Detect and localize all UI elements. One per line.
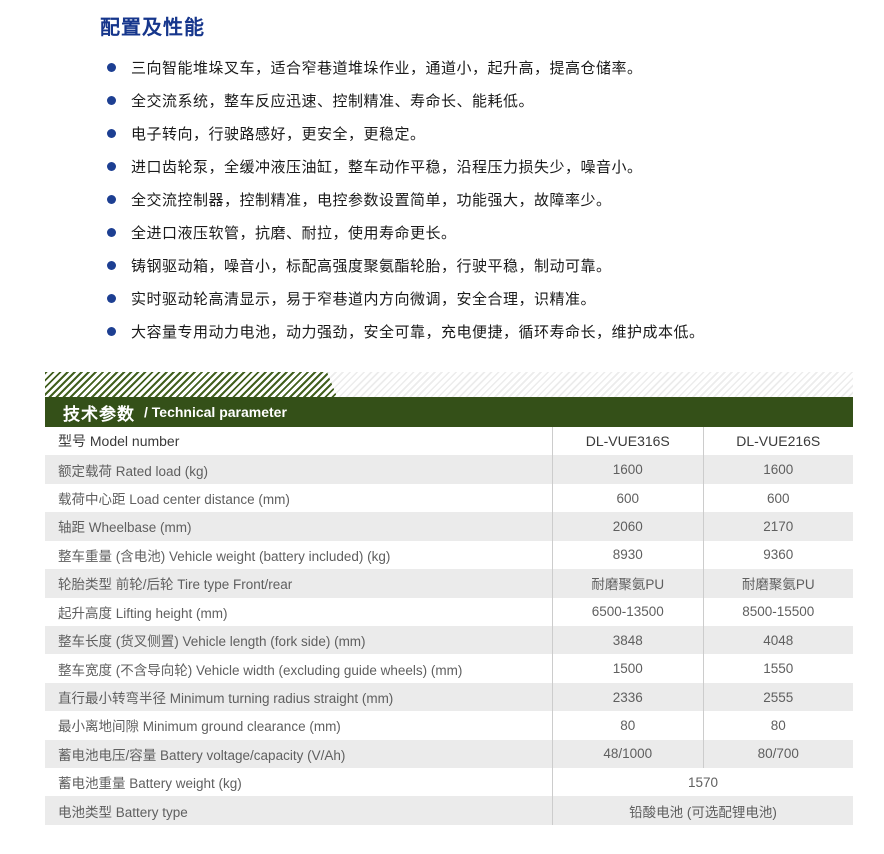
spec-value-cell: 8930	[552, 540, 703, 570]
table-row: 起升高度 Lifting height (mm) 6500-13500 8500…	[45, 597, 854, 626]
decorative-stripes-green	[45, 372, 337, 397]
spec-value-cell: 耐磨聚氨PU	[702, 569, 854, 598]
feature-item: 全进口液压软管，抗磨、耐拉，使用寿命更长。	[107, 216, 705, 249]
feature-item: 大容量专用动力电池，动力强劲，安全可靠，充电便捷，循环寿命长，维护成本低。	[107, 315, 705, 348]
feature-item: 铸钢驱动箱，噪音小，标配高强度聚氨酯轮胎，行驶平稳，制动可靠。	[107, 249, 705, 282]
section-title-en: / Technical parameter	[144, 404, 287, 420]
table-header-row: 型号 Model number DL-VUE316S DL-VUE216S	[45, 427, 854, 456]
spec-label-cell: 载荷中心距 Load center distance (mm)	[58, 492, 290, 508]
feature-item: 实时驱动轮高清显示，易于窄巷道内方向微调，安全合理，识精准。	[107, 282, 705, 315]
table-row: 轴距 Wheelbase (mm) 2060 2170	[45, 512, 854, 541]
bullet-icon	[107, 294, 116, 303]
feature-text: 三向智能堆垛叉车，适合窄巷道堆垛作业，通道小，起升高，提高仓储率。	[131, 60, 643, 77]
feature-item: 电子转向，行驶路感好，更安全，更稳定。	[107, 117, 705, 150]
page-title: 配置及性能	[100, 17, 205, 39]
spec-value-cell: 耐磨聚氨PU	[552, 569, 703, 598]
feature-text: 全进口液压软管，抗磨、耐拉，使用寿命更长。	[131, 225, 457, 242]
spec-label-cell: 蓄电池电压/容量 Battery voltage/capacity (V/Ah)	[58, 747, 346, 763]
feature-text: 实时驱动轮高清显示，易于窄巷道内方向微调，安全合理，识精准。	[131, 291, 597, 308]
feature-text: 电子转向，行驶路感好，更安全，更稳定。	[131, 126, 426, 143]
feature-item: 全交流控制器，控制精准，电控参数设置简单，功能强大，故障率少。	[107, 183, 705, 216]
feature-text: 大容量专用动力电池，动力强劲，安全可靠，充电便捷，循环寿命长，维护成本低。	[131, 324, 705, 341]
spec-value-cell: 6500-13500	[552, 597, 703, 626]
spec-merged-value-cell: 铅酸电池 (可选配锂电池)	[552, 796, 853, 825]
feature-item: 三向智能堆垛叉车，适合窄巷道堆垛作业，通道小，起升高，提高仓储率。	[107, 51, 705, 84]
spec-table: 型号 Model number DL-VUE316S DL-VUE216S 额定…	[45, 427, 853, 825]
spec-value-cell: 600	[702, 483, 854, 513]
model-name-cell: DL-VUE316S	[552, 427, 703, 456]
spec-label-cell: 蓄电池重量 Battery weight (kg)	[58, 776, 242, 792]
bullet-icon	[107, 63, 116, 72]
spec-label-cell: 整车长度 (货叉侧置) Vehicle length (fork side) (…	[58, 634, 366, 650]
model-name-cell: DL-VUE216S	[702, 427, 854, 456]
spec-value-cell: 1600	[702, 455, 854, 484]
feature-item: 全交流系统，整车反应迅速、控制精准、寿命长、能耗低。	[107, 84, 705, 117]
table-row-merged: 电池类型 Battery type 铅酸电池 (可选配锂电池)	[45, 796, 853, 825]
technical-parameters-section: 技术参数 / Technical parameter 型号 Model numb…	[45, 372, 853, 825]
bullet-icon	[107, 129, 116, 138]
spec-label-cell: 轮胎类型 前轮/后轮 Tire type Front/rear	[58, 577, 293, 593]
feature-text: 铸钢驱动箱，噪音小，标配高强度聚氨酯轮胎，行驶平稳，制动可靠。	[131, 258, 612, 275]
table-row: 整车宽度 (不含导向轮) Vehicle width (excluding gu…	[45, 654, 854, 683]
feature-text: 全交流系统，整车反应迅速、控制精准、寿命长、能耗低。	[131, 93, 535, 110]
bullet-icon	[107, 195, 116, 204]
model-label-cell: 型号 Model number	[58, 433, 180, 450]
feature-text: 全交流控制器，控制精准，电控参数设置简单，功能强大，故障率少。	[131, 192, 612, 209]
feature-item: 进口齿轮泵，全缓冲液压油缸，整车动作平稳，沿程压力损失少，噪音小。	[107, 150, 705, 183]
spec-value-cell: 9360	[702, 540, 854, 570]
table-row: 整车长度 (货叉侧置) Vehicle length (fork side) (…	[45, 625, 854, 655]
spec-value-cell: 3848	[552, 625, 703, 655]
spec-value-cell: 80	[552, 711, 703, 740]
table-row: 额定载荷 Rated load (kg) 1600 1600	[45, 455, 854, 484]
table-row: 蓄电池电压/容量 Battery voltage/capacity (V/Ah)…	[45, 739, 854, 769]
spec-label-cell: 轴距 Wheelbase (mm)	[58, 520, 192, 536]
bullet-icon	[107, 327, 116, 336]
bullet-icon	[107, 162, 116, 171]
table-row: 直行最小转弯半径 Minimum turning radius straight…	[45, 682, 854, 712]
spec-label-cell: 直行最小转弯半径 Minimum turning radius straight…	[58, 691, 394, 706]
table-row-merged: 蓄电池重量 Battery weight (kg) 1570	[45, 768, 853, 797]
table-row: 整车重量 (含电池) Vehicle weight (battery inclu…	[45, 540, 854, 570]
spec-value-cell: 80	[702, 711, 854, 740]
spec-merged-value-cell: 1570	[552, 768, 853, 797]
spec-label-cell: 额定载荷 Rated load (kg)	[58, 463, 209, 479]
spec-label-cell: 整车宽度 (不含导向轮) Vehicle width (excluding gu…	[58, 662, 463, 678]
bullet-icon	[107, 96, 116, 105]
spec-value-cell: 1600	[552, 455, 703, 484]
spec-value-cell: 80/700	[702, 739, 854, 769]
spec-value-cell: 8500-15500	[702, 597, 854, 626]
spec-value-cell: 2170	[702, 512, 854, 541]
spec-value-cell: 4048	[702, 625, 854, 655]
bullet-icon	[107, 261, 116, 270]
spec-label-cell: 电池类型 Battery type	[58, 804, 188, 820]
spec-value-cell: 2060	[552, 512, 703, 541]
spec-value-cell: 2336	[552, 682, 703, 712]
table-row: 载荷中心距 Load center distance (mm) 600 600	[45, 483, 854, 513]
feature-list: 三向智能堆垛叉车，适合窄巷道堆垛作业，通道小，起升高，提高仓储率。 全交流系统，…	[107, 51, 705, 348]
spec-label-cell: 起升高度 Lifting height (mm)	[58, 605, 228, 621]
spec-value-cell: 2555	[702, 682, 854, 712]
section-header-bar: 技术参数 / Technical parameter	[45, 397, 853, 427]
spec-label-cell: 整车重量 (含电池) Vehicle weight (battery inclu…	[58, 548, 391, 564]
spec-value-cell: 600	[552, 483, 703, 513]
spec-label-cell: 最小离地间隙 Minimum ground clearance (mm)	[58, 719, 341, 735]
table-row: 最小离地间隙 Minimum ground clearance (mm) 80 …	[45, 711, 854, 740]
bullet-icon	[107, 228, 116, 237]
decorative-stripes-band	[45, 372, 853, 397]
section-title-cn: 技术参数	[63, 404, 135, 424]
spec-value-cell: 48/1000	[552, 739, 703, 769]
feature-text: 进口齿轮泵，全缓冲液压油缸，整车动作平稳，沿程压力损失少，噪音小。	[131, 159, 643, 176]
spec-value-cell: 1500	[552, 654, 703, 683]
spec-value-cell: 1550	[702, 654, 854, 683]
table-row: 轮胎类型 前轮/后轮 Tire type Front/rear 耐磨聚氨PU 耐…	[45, 569, 854, 598]
